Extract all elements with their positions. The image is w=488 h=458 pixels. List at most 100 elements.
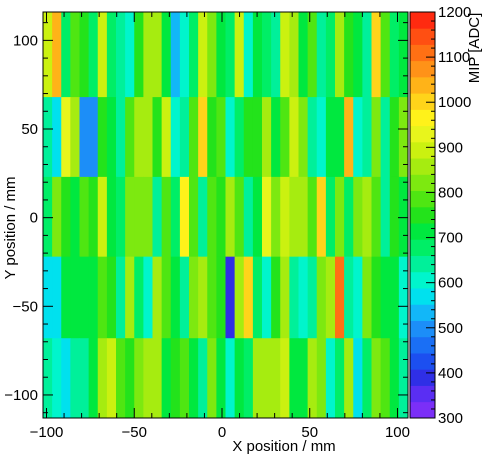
heatmap-cell — [371, 97, 382, 178]
x-tick-label: −50 — [122, 424, 147, 441]
heatmap-cell — [243, 97, 254, 178]
heatmap-cell — [243, 256, 254, 339]
heatmap-cell — [134, 12, 144, 98]
color-bar-segment — [410, 369, 435, 386]
heatmap-cell — [398, 256, 409, 339]
heatmap-cell — [88, 256, 99, 339]
heatmap-cell — [70, 338, 80, 419]
heatmap-cell — [398, 338, 409, 419]
heatmap-cell — [125, 97, 135, 178]
heatmap-cell — [298, 97, 309, 178]
heatmap-cell — [335, 97, 345, 178]
heatmap-cell — [170, 338, 181, 419]
heatmap-cell — [252, 97, 263, 178]
heatmap-cell — [398, 12, 409, 98]
heatmap-cell — [125, 12, 135, 98]
heatmap-cell — [52, 338, 62, 419]
color-bar-label: 800 — [438, 184, 463, 201]
heatmap-cell — [134, 176, 144, 258]
heatmap-cell — [97, 338, 108, 419]
heatmap-cell — [389, 338, 400, 419]
heatmap-cell — [198, 338, 208, 419]
heatmap-cell — [143, 97, 153, 178]
heatmap-cell — [271, 256, 281, 339]
heatmap-cell — [52, 12, 62, 98]
color-bar-segment — [410, 223, 435, 240]
heatmap-cell — [97, 97, 108, 178]
heatmap-cell — [70, 176, 80, 258]
heatmap-cell — [125, 338, 135, 419]
heatmap-cell — [52, 97, 62, 178]
color-bar-label: 500 — [438, 320, 463, 337]
heatmap-cell — [225, 256, 236, 339]
y-tick-label: 100 — [13, 32, 38, 49]
heatmap-cell — [307, 338, 318, 419]
heatmap-cell — [316, 176, 327, 258]
x-axis-label: X position / mm — [232, 438, 335, 455]
heatmap-cell — [116, 256, 126, 339]
heatmap-cell — [316, 97, 327, 178]
heatmap-cell — [307, 256, 318, 339]
color-bar-segment — [410, 190, 435, 208]
x-tick-label: 100 — [385, 424, 410, 441]
color-bar-label: 1200 — [438, 4, 471, 21]
heatmap-cell — [252, 176, 263, 258]
heatmap-cell — [125, 256, 135, 339]
heatmap-cell — [79, 97, 90, 178]
heatmap-cell — [262, 256, 272, 339]
color-bar-segment — [410, 125, 435, 143]
heatmap-cell — [344, 176, 354, 258]
heatmap-cell — [216, 12, 226, 98]
heatmap-cell — [116, 176, 126, 258]
heatmap-cell — [362, 97, 372, 178]
color-bar-segment — [410, 401, 435, 419]
heatmap-cell — [225, 176, 236, 258]
heatmap-cell — [298, 176, 309, 258]
heatmap-cell — [298, 338, 309, 419]
heatmap-cell — [88, 97, 99, 178]
heatmap-cell — [234, 338, 245, 419]
heatmap-cell — [43, 97, 53, 178]
heatmap-cell — [325, 338, 336, 419]
color-bar-segment — [410, 109, 435, 127]
heatmap-cell — [280, 176, 290, 258]
heatmap-cell — [216, 256, 226, 339]
heatmap-cell — [161, 256, 172, 339]
color-bar-label: 1100 — [438, 49, 470, 66]
heatmap-cell — [243, 338, 254, 419]
heatmap-cell — [70, 256, 80, 339]
heatmap-cell — [262, 97, 272, 178]
heatmap-cell — [280, 256, 290, 339]
heatmap-cell — [143, 338, 153, 419]
heatmap-cell — [189, 256, 199, 339]
heatmap-cell — [106, 97, 117, 178]
heatmap-cell — [325, 97, 336, 178]
heatmap-cell — [316, 256, 327, 339]
heatmap-cell — [243, 176, 254, 258]
heatmap-cell — [362, 176, 372, 258]
heatmap-cell — [79, 338, 90, 419]
heatmap-cell — [398, 176, 409, 258]
heatmap-cell — [353, 12, 363, 98]
heatmap-cell — [179, 338, 190, 419]
heatmap-cell — [389, 176, 400, 258]
heatmap-cell — [207, 176, 217, 258]
heatmap-cell — [189, 12, 199, 98]
heatmap-cell — [371, 256, 382, 339]
color-bar-segment — [410, 255, 435, 273]
heatmap-cell — [225, 97, 236, 178]
heatmap-cell — [335, 176, 345, 258]
x-axis-ticks: −100 −50 0 50 100 — [30, 12, 410, 441]
heatmap-cell — [179, 256, 190, 339]
heatmap-cells — [43, 12, 409, 419]
heatmap-cell — [198, 12, 208, 98]
heatmap-cell — [353, 97, 363, 178]
y-axis-ticks: −100 −50 0 50 100 — [4, 22, 408, 414]
heatmap-cell — [207, 338, 217, 419]
heatmap-cell — [353, 176, 363, 258]
heatmap-cell — [371, 338, 382, 419]
color-bar-segment — [410, 76, 435, 94]
heatmap-cell — [307, 97, 318, 178]
color-bar-segment — [410, 141, 435, 159]
